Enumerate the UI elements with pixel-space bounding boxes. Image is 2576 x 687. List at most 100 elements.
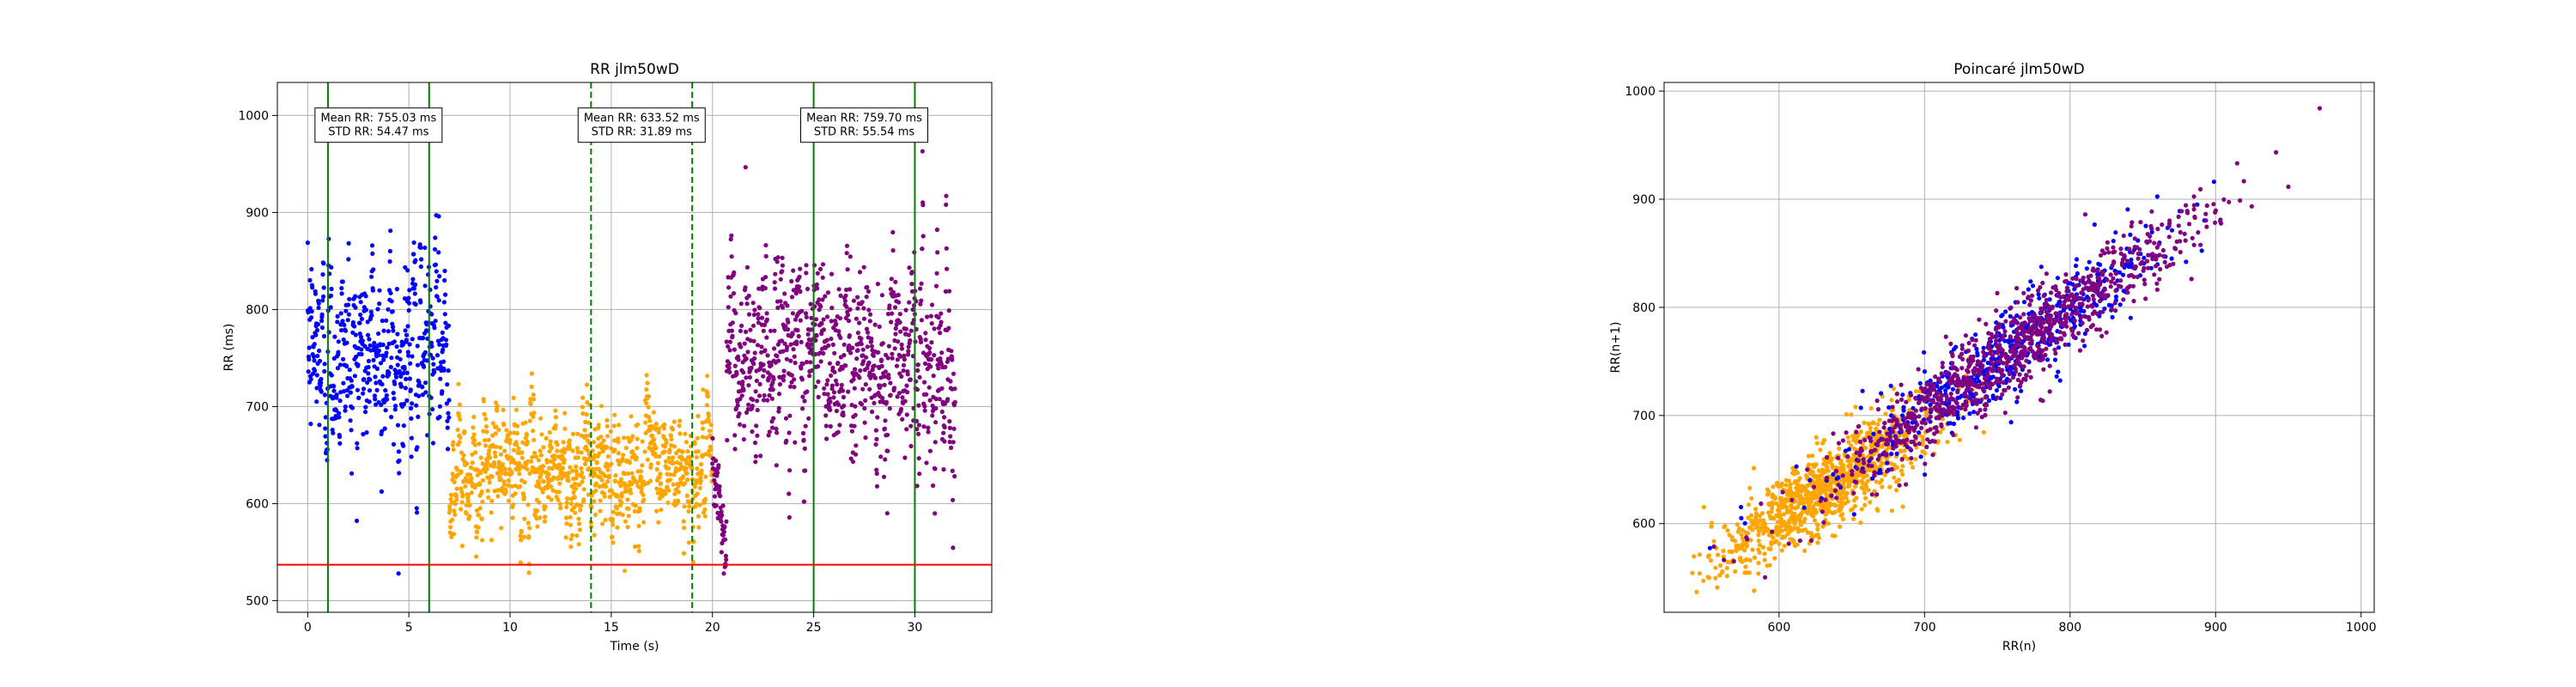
poincare-point-purple	[2028, 298, 2033, 303]
rr-point-purple	[782, 291, 787, 296]
poincare-point-purple	[1821, 520, 1826, 526]
rr-point-blue	[433, 262, 438, 267]
rr-point-purple	[741, 437, 746, 442]
rr-point-purple	[833, 378, 839, 383]
poincare-point-blue	[2074, 263, 2079, 269]
rr-point-orange	[519, 450, 525, 455]
rr-point-purple	[767, 392, 772, 398]
rr-point-orange	[611, 522, 616, 527]
rr-point-purple	[945, 397, 951, 402]
rr-point-purple	[927, 398, 933, 403]
poincare-point-orange	[1715, 585, 1720, 590]
rr-point-orange	[532, 450, 538, 456]
rr-point-blue	[404, 332, 410, 337]
poincare-point-purple	[2000, 337, 2005, 342]
rr-point-orange	[545, 485, 550, 490]
poincare-point-purple	[2113, 271, 2118, 277]
rr-point-blue	[308, 315, 314, 320]
rr-point-blue	[388, 364, 393, 370]
rr-point-blue	[335, 319, 340, 325]
poincare-point-orange	[1785, 532, 1790, 537]
poincare-point-purple	[1770, 529, 1775, 534]
poincare-point-orange	[1744, 544, 1749, 549]
rr-point-orange	[473, 450, 478, 455]
rr-point-orange	[617, 423, 622, 428]
poincare-point-orange	[1711, 538, 1716, 544]
poincare-point-orange	[1830, 510, 1835, 516]
rr-point-orange	[706, 413, 711, 418]
rr-point-purple	[829, 373, 834, 378]
rr-point-blue	[310, 335, 315, 340]
rr-point-purple	[848, 287, 853, 292]
rr-point-blue	[313, 291, 319, 296]
poincare-point-blue	[2045, 357, 2050, 362]
rr-point-purple	[947, 439, 952, 445]
poincare-point-orange	[1889, 398, 1894, 403]
rr-point-orange	[541, 445, 546, 450]
poincare-point-orange	[1778, 516, 1783, 522]
rr-point-purple	[906, 332, 911, 337]
rr-point-orange	[690, 560, 696, 565]
rr-point-purple	[890, 229, 896, 235]
poincare-point-blue	[1971, 410, 1977, 415]
poincare-point-purple	[1990, 353, 1996, 358]
poincare-point-orange	[1845, 499, 1850, 504]
stats-box	[314, 107, 443, 143]
rr-point-blue	[392, 339, 397, 344]
rr-point-purple	[890, 289, 896, 295]
rr-point-orange	[619, 500, 624, 505]
rr-point-orange	[632, 508, 637, 514]
rr-point-orange	[527, 526, 532, 531]
rr-point-orange	[592, 499, 597, 504]
rr-point-orange	[583, 419, 588, 424]
rr-point-orange	[610, 534, 615, 539]
poincare-point-blue	[1901, 404, 1906, 410]
rr-point-purple	[949, 349, 954, 354]
rr-point-blue	[310, 285, 315, 290]
rr-point-orange	[607, 495, 613, 500]
poincare-point-blue	[1886, 404, 1892, 410]
rr-point-orange	[558, 506, 563, 511]
rr-point-blue	[363, 307, 368, 313]
rr-point-blue	[392, 381, 398, 386]
poincare-point-orange	[1852, 484, 1858, 489]
rr-point-blue	[447, 398, 452, 403]
poincare-point-purple	[2044, 309, 2050, 314]
poincare-point-blue	[1879, 391, 1884, 396]
rr-point-blue	[406, 307, 411, 313]
rr-point-blue	[343, 408, 348, 413]
poincare-point-blue	[1922, 369, 1928, 374]
rr-point-purple	[830, 342, 835, 347]
rr-point-blue	[413, 258, 418, 263]
rr-point-purple	[774, 463, 779, 468]
rr-point-orange	[625, 471, 630, 477]
poincare-point-orange	[1788, 482, 1793, 487]
rr-point-purple	[775, 259, 780, 264]
rr-point-blue	[362, 410, 368, 415]
rr-point-purple	[860, 300, 865, 305]
rr-point-orange	[568, 446, 573, 451]
x-tick-label: 15	[604, 621, 619, 635]
rr-point-purple	[787, 384, 793, 389]
poincare-point-orange	[1690, 570, 1695, 575]
rr-point-orange	[671, 460, 677, 465]
rr-point-orange	[620, 512, 625, 518]
rr-point-orange	[625, 497, 630, 502]
poincare-point-purple	[2008, 306, 2013, 311]
rr-point-purple	[919, 281, 924, 286]
rr-point-purple	[738, 397, 743, 402]
rr-point-orange	[506, 483, 511, 488]
poincare-point-orange	[1945, 440, 1950, 445]
rr-point-purple	[876, 350, 881, 355]
rr-point-orange	[462, 429, 467, 435]
rr-point-purple	[787, 514, 792, 520]
rr-point-purple	[729, 328, 735, 333]
rr-point-orange	[638, 469, 644, 474]
rr-point-blue	[445, 382, 450, 387]
poincare-point-purple	[2090, 287, 2095, 292]
rr-point-orange	[611, 540, 616, 545]
rr-point-purple	[932, 326, 937, 331]
rr-point-orange	[586, 420, 592, 425]
poincare-point-purple	[2078, 278, 2083, 283]
rr-point-blue	[406, 301, 412, 306]
